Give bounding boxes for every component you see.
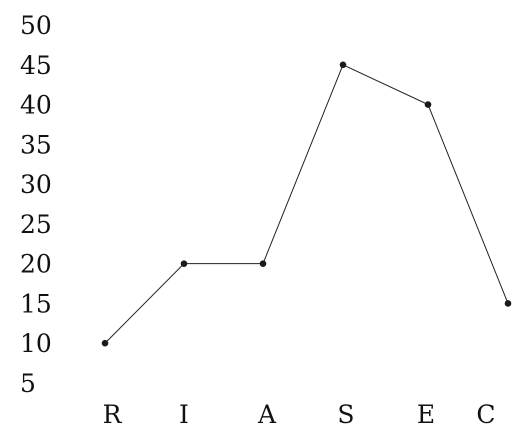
y-tick-label: 5 <box>20 369 36 398</box>
x-tick-label: S <box>337 400 354 429</box>
y-tick-label: 25 <box>20 210 52 239</box>
data-point-a <box>259 260 267 267</box>
y-tick-label: 45 <box>20 51 52 80</box>
series-group <box>101 61 512 347</box>
data-point-i <box>180 260 188 267</box>
y-tick-label: 50 <box>20 11 52 40</box>
y-axis-tick-labels: 5 10 15 20 25 30 35 40 45 50 <box>20 11 52 398</box>
x-tick-label: R <box>103 400 123 429</box>
x-tick-label: C <box>476 400 495 429</box>
x-tick-label: E <box>417 400 435 429</box>
x-tick-label: A <box>257 400 277 429</box>
series-line <box>104 64 509 344</box>
data-point-r <box>101 339 109 347</box>
x-tick-label: I <box>179 400 189 429</box>
y-tick-label: 15 <box>20 289 52 318</box>
data-point-e <box>424 101 432 108</box>
y-tick-label: 35 <box>20 130 52 159</box>
y-tick-label: 20 <box>20 250 52 279</box>
data-point-c <box>504 300 512 307</box>
y-tick-label: 10 <box>20 329 52 358</box>
data-point-s <box>339 61 347 69</box>
y-tick-label: 40 <box>20 91 52 120</box>
y-tick-label: 30 <box>20 170 52 199</box>
